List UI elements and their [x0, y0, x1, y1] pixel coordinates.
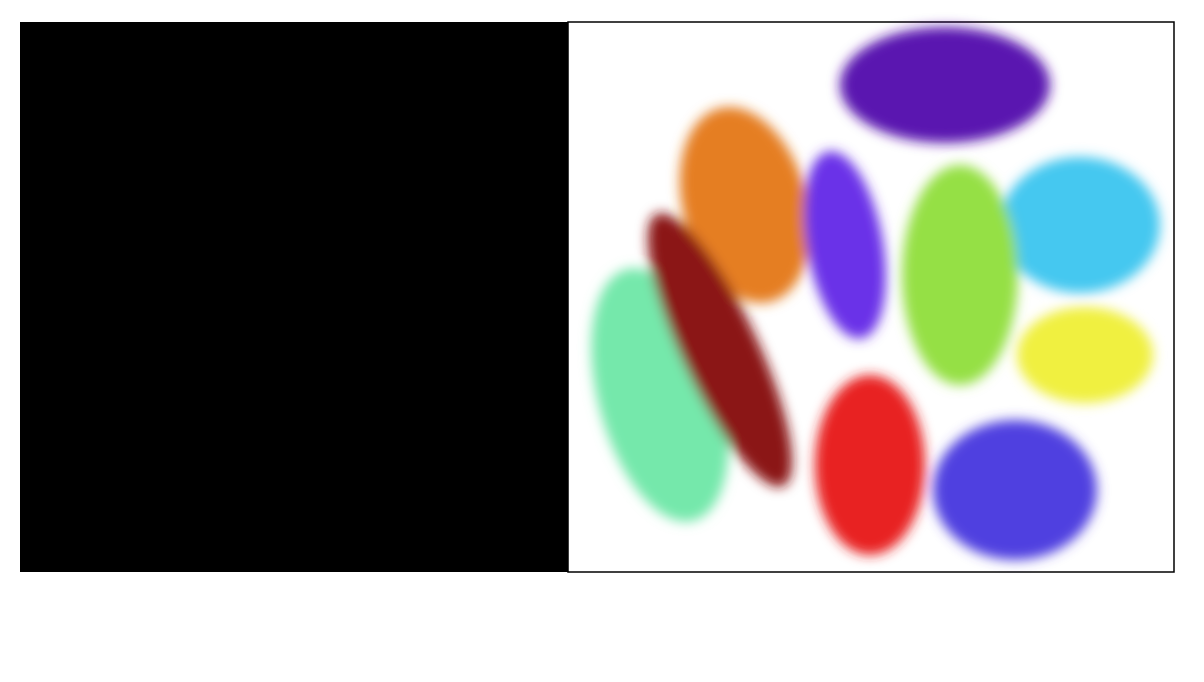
- cluster: [815, 375, 925, 555]
- cluster: [933, 420, 1097, 560]
- digit-panel: [20, 22, 568, 572]
- cluster: [647, 213, 793, 487]
- cluster: [804, 151, 886, 339]
- clusters: [591, 27, 1160, 560]
- cluster: [1000, 157, 1160, 293]
- cluster: [840, 27, 1050, 143]
- cluster: [679, 107, 811, 303]
- cluster: [1017, 307, 1153, 403]
- cluster: [902, 165, 1018, 385]
